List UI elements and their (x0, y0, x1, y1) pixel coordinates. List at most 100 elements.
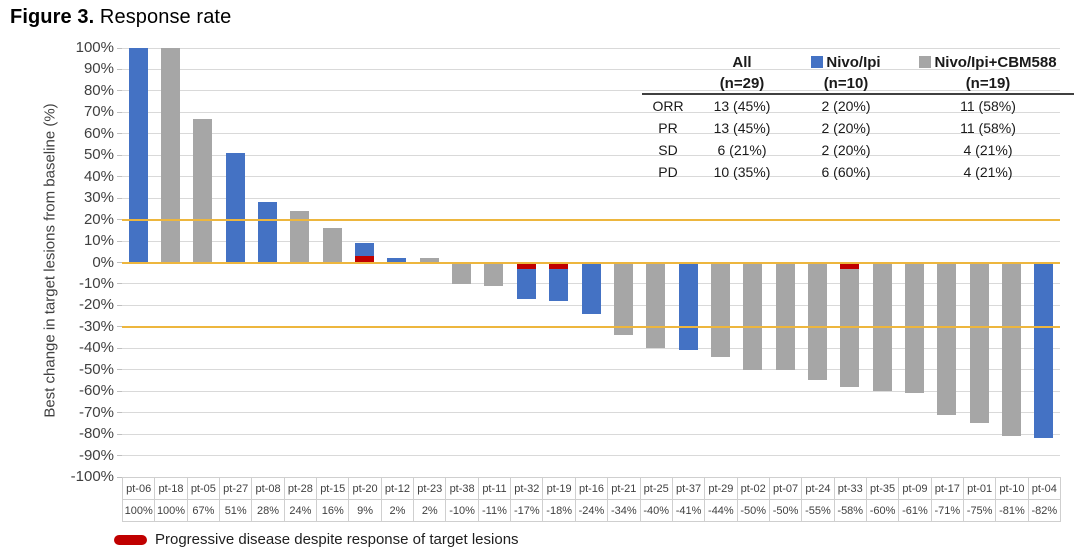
gridline (122, 240, 1060, 242)
gridline (122, 433, 1060, 435)
gridline (122, 390, 1060, 392)
x-patient-value-cell: 51% (220, 500, 253, 522)
inset-value-cell: 4 (21%) (963, 164, 1013, 180)
y-tick-label: 30% (83, 189, 114, 207)
y-tick-label: -70% (78, 403, 114, 421)
y-tick-label: 20% (83, 210, 114, 228)
inset-row-label: SD (658, 142, 678, 158)
y-tickmark (117, 154, 122, 156)
x-patient-value-cell: -71% (931, 500, 964, 522)
x-patient-id-cell: pt-04 (1028, 478, 1061, 500)
x-patient-value-cell: -50% (769, 500, 803, 522)
bar (387, 258, 407, 263)
x-patient-id-cell: pt-18 (155, 478, 188, 500)
inset-value-cell: 11 (58%) (960, 120, 1016, 136)
x-patient-value-cell: 67% (187, 500, 221, 522)
y-tick-label: -60% (78, 382, 114, 400)
x-patient-value-cell: -11% (478, 500, 512, 522)
bar (904, 262, 924, 394)
inset-value-cell: 11 (58%) (960, 98, 1016, 114)
x-patient-value-cell: -44% (705, 500, 738, 522)
y-tickmark (117, 390, 122, 392)
bar (322, 228, 342, 263)
y-tickmark (117, 304, 122, 306)
inset-value-cell: 10 (35%) (713, 164, 771, 180)
bar (225, 153, 245, 263)
y-tickmark (117, 68, 122, 70)
bar (937, 262, 957, 415)
gridline (122, 369, 1060, 371)
x-patient-value-cell: 100% (123, 500, 156, 522)
y-tickmark (117, 455, 122, 457)
bar (419, 258, 439, 263)
bar (258, 202, 278, 263)
bar (840, 268, 860, 387)
y-tick-label: 50% (83, 146, 114, 164)
y-tick-label: 90% (83, 60, 114, 78)
x-patient-value-cell: 100% (155, 500, 188, 522)
inset-row-label: PR (658, 120, 678, 136)
x-patient-value-cell: -61% (899, 500, 932, 522)
bar (775, 262, 795, 370)
x-patient-id-cell: pt-11 (478, 478, 512, 500)
gridline (122, 133, 1060, 135)
y-tickmark (117, 433, 122, 435)
bar (1034, 262, 1054, 439)
inset-value-cell: 2 (20%) (821, 120, 871, 136)
x-patient-id-cell: pt-21 (608, 478, 641, 500)
inset-n-header: (n=29) (694, 73, 790, 95)
x-patient-id-cell: pt-35 (866, 478, 900, 500)
gridline (122, 412, 1060, 414)
x-patient-id-cell: pt-28 (284, 478, 318, 500)
bar (193, 118, 213, 263)
y-tick-label: -10% (78, 274, 114, 292)
y-tickmark (117, 47, 122, 49)
x-patient-id-cell: pt-06 (123, 478, 156, 500)
y-tickmark (117, 111, 122, 113)
y-tick-label: -90% (78, 446, 114, 464)
x-patient-id-cell: pt-17 (931, 478, 964, 500)
bar (613, 262, 633, 336)
x-patient-value-cell: -17% (511, 500, 544, 522)
x-patient-value-cell: -60% (866, 500, 900, 522)
y-tickmark (117, 347, 122, 349)
x-patient-id-cell: pt-02 (737, 478, 770, 500)
y-tick-label: -40% (78, 339, 114, 357)
y-tick-label: 60% (83, 124, 114, 142)
inset-row-label: ORR (652, 98, 684, 114)
bar (128, 48, 148, 263)
bar (678, 262, 698, 351)
pd-legend: Progressive disease despite response of … (114, 531, 519, 548)
bar (969, 262, 989, 424)
y-tickmark (117, 412, 122, 414)
y-tick-label: -20% (78, 296, 114, 314)
x-patient-id-cell: pt-10 (996, 478, 1029, 500)
x-patient-value-cell: -34% (608, 500, 641, 522)
inset-value-cell: 6 (21%) (717, 142, 767, 158)
y-tick-label: -30% (78, 317, 114, 335)
inset-value-cell: 2 (20%) (821, 142, 871, 158)
y-tickmark (117, 90, 122, 92)
y-tick-label: 70% (83, 103, 114, 121)
y-tick-label: 10% (83, 232, 114, 250)
x-patient-value-cell: -24% (575, 500, 609, 522)
y-tick-label: -50% (78, 360, 114, 378)
y-tick-label: 80% (83, 81, 114, 99)
pd-bar-segment (516, 262, 536, 269)
bar (516, 268, 536, 299)
y-tick-label: 100% (75, 39, 114, 56)
x-patient-id-cell: pt-20 (349, 478, 382, 500)
x-patient-id-cell: pt-25 (640, 478, 673, 500)
y-tick-label: -80% (78, 425, 114, 443)
inset-n-header (642, 73, 694, 95)
x-patient-id-cell: pt-07 (769, 478, 803, 500)
x-patient-value-cell: 24% (284, 500, 318, 522)
x-patient-id-cell: pt-16 (575, 478, 609, 500)
bar (807, 262, 827, 381)
x-patient-id-cell: pt-27 (220, 478, 253, 500)
inset-column-header: Nivo/Ipi+CBM588 (902, 51, 1074, 73)
pd-bar-segment (840, 262, 860, 269)
x-patient-value-cell: -50% (737, 500, 770, 522)
bar (161, 48, 181, 263)
